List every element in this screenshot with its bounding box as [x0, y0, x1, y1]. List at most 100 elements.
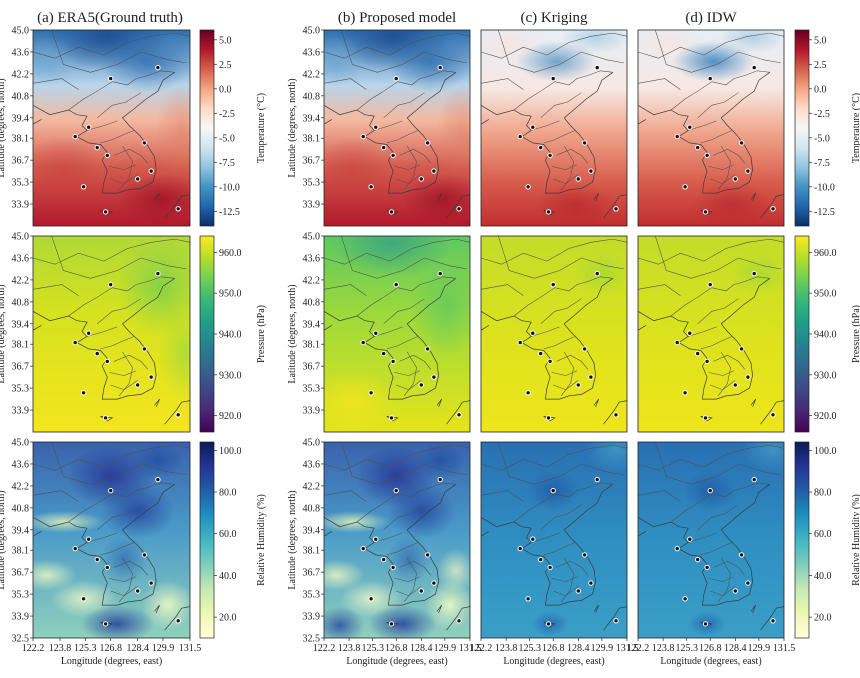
- y-tick-label: 33.9: [12, 406, 30, 417]
- station-marker: [102, 209, 109, 215]
- station-marker: [575, 382, 581, 388]
- colorbar-label: Relative Humidity (%): [256, 494, 267, 586]
- y-tick-label: 39.4: [12, 525, 30, 536]
- x-tick-label: 131.5: [179, 643, 202, 654]
- panel-frame: [637, 235, 785, 433]
- x-tick-label: 129.9: [434, 643, 457, 654]
- colorbar-tick-label: 950.0: [219, 289, 242, 300]
- x-axis-label: Longitude (degrees, east): [346, 656, 447, 667]
- station-marker: [456, 206, 462, 212]
- station-marker: [702, 415, 709, 421]
- x-tick-label: 126.8: [385, 643, 408, 654]
- station-marker: [155, 476, 161, 483]
- y-tick-label: 45.0: [303, 26, 321, 37]
- station-marker: [575, 588, 581, 594]
- station-marker: [588, 580, 594, 586]
- y-tick-label: 36.7: [303, 568, 321, 579]
- station-marker: [86, 536, 92, 542]
- x-tick-label: 126.8: [99, 643, 122, 654]
- station-marker: [80, 596, 87, 602]
- pressure-map-era5: [33, 236, 190, 432]
- station-marker: [545, 621, 552, 627]
- station-marker: [517, 339, 523, 346]
- station-marker: [424, 140, 431, 146]
- station-marker: [682, 596, 688, 602]
- station-marker: [674, 339, 680, 346]
- station-marker: [517, 545, 523, 552]
- panel-frame: [480, 441, 628, 639]
- station-marker: [732, 382, 738, 388]
- colorbar-tick-label: 60.0: [814, 529, 832, 540]
- y-axis-label: Latitude (degrees, north): [287, 490, 298, 589]
- pressure-colorbar: [199, 235, 215, 433]
- y-tick-label: 43.6: [303, 254, 321, 265]
- colorbar-tick-label: 2.5: [814, 60, 827, 71]
- station-marker: [390, 358, 396, 365]
- station-marker: [525, 596, 531, 602]
- colorbar-tick-label: -2.5: [814, 109, 830, 120]
- y-axis-label: Latitude (degrees, north): [287, 78, 298, 177]
- colorbar-tick-label: -7.5: [219, 158, 235, 169]
- station-marker: [707, 487, 713, 494]
- y-tick-label: 42.2: [12, 481, 30, 492]
- station-marker: [575, 176, 581, 182]
- y-axis-label: Latitude (degrees, north): [287, 284, 298, 383]
- station-marker: [738, 346, 745, 352]
- y-tick-label: 40.8: [12, 503, 30, 514]
- y-tick-label: 35.3: [12, 590, 30, 601]
- station-marker: [751, 64, 757, 71]
- station-marker: [682, 184, 688, 190]
- station-marker: [695, 350, 701, 357]
- colorbar-tick-label: 960.0: [219, 248, 242, 259]
- y-tick-label: 33.9: [303, 612, 321, 623]
- station-marker: [687, 536, 693, 542]
- station-marker: [538, 144, 544, 151]
- station-marker: [525, 184, 531, 190]
- x-tick-label: 125.3: [518, 643, 541, 654]
- station-marker: [175, 412, 181, 418]
- colorbar-label: Relative Humidity (%): [851, 494, 860, 586]
- y-tick-label: 39.4: [303, 319, 321, 330]
- colorbar-tick-label: 60.0: [219, 529, 237, 540]
- y-tick-label: 35.3: [12, 178, 30, 189]
- colorbar-tick-label: 2.5: [219, 60, 232, 71]
- station-marker: [545, 415, 552, 421]
- y-axis-label: Latitude (degrees, north): [0, 284, 7, 383]
- colorbar-tick-label: 5.0: [219, 35, 232, 46]
- station-marker: [751, 270, 757, 277]
- x-tick-label: 122.2: [313, 643, 336, 654]
- y-axis-label: Latitude (degrees, north): [0, 490, 7, 589]
- y-tick-label: 42.2: [12, 69, 30, 80]
- station-marker: [545, 209, 552, 215]
- y-tick-label: 38.1: [303, 134, 321, 145]
- station-marker: [682, 390, 688, 396]
- y-tick-label: 33.9: [303, 406, 321, 417]
- station-marker: [381, 144, 387, 151]
- y-tick-label: 39.4: [303, 525, 321, 536]
- panel-frame: [32, 441, 191, 639]
- station-marker: [72, 545, 78, 552]
- y-tick-label: 33.9: [303, 200, 321, 211]
- panel-frame: [323, 441, 471, 639]
- panel-title: (b) Proposed model: [338, 10, 456, 26]
- station-marker: [588, 168, 594, 174]
- station-marker: [525, 390, 531, 396]
- temperature-map-kriging: [481, 30, 627, 226]
- station-marker: [368, 390, 374, 396]
- x-tick-label: 122.2: [22, 643, 45, 654]
- y-tick-label: 35.3: [303, 178, 321, 189]
- panel-title: (d) IDW: [685, 10, 737, 26]
- humidity-map-proposed: [324, 442, 470, 638]
- y-tick-label: 45.0: [12, 232, 30, 243]
- y-tick-label: 39.4: [303, 113, 321, 124]
- y-tick-label: 36.7: [12, 156, 30, 167]
- colorbar-tick-label: 950.0: [814, 289, 837, 300]
- colorbar-tick-label: 20.0: [219, 613, 237, 624]
- colorbar-tick-label: -2.5: [219, 109, 235, 120]
- colorbar-tick-label: -12.5: [814, 207, 835, 218]
- station-marker: [738, 552, 745, 558]
- station-marker: [550, 75, 556, 82]
- station-marker: [381, 350, 387, 357]
- station-marker: [704, 564, 710, 571]
- colorbar-tick-label: 40.0: [814, 571, 832, 582]
